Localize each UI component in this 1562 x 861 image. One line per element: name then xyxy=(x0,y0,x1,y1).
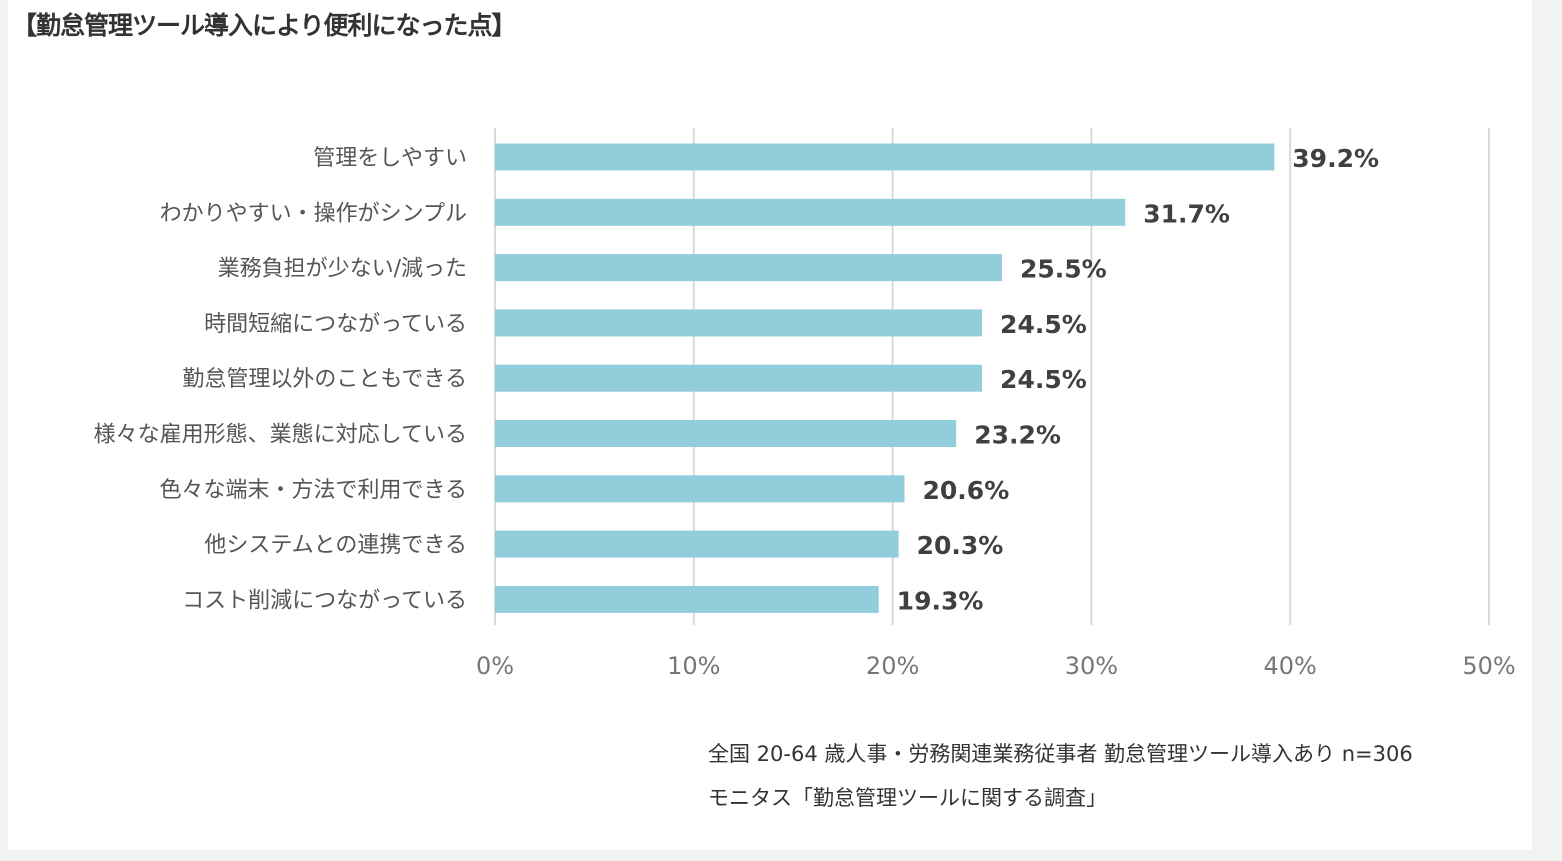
category-label: コスト削減につながっている xyxy=(182,588,467,613)
category-label: 他システムとの連携できる xyxy=(204,533,467,558)
sample-note: 全国 20-64 歳人事・労務関連業務従事者 勤怠管理ツール導入あり n=306 xyxy=(708,742,1413,766)
category-label: 勤怠管理以外のこともできる xyxy=(182,367,467,392)
source-note: モニタス「勤怠管理ツールに関する調査」 xyxy=(708,786,1107,810)
data-label: 25.5% xyxy=(1020,255,1107,284)
data-label: 20.6% xyxy=(923,476,1010,505)
data-label: 23.2% xyxy=(974,421,1061,450)
data-label: 24.5% xyxy=(1000,365,1087,394)
x-tick-label: 50% xyxy=(1462,652,1515,680)
data-label: 24.5% xyxy=(1000,310,1087,339)
data-label: 31.7% xyxy=(1143,199,1230,228)
category-label: 時間短縮につながっている xyxy=(204,312,467,337)
bar xyxy=(495,198,1126,226)
bar xyxy=(495,530,899,558)
bar xyxy=(495,309,983,337)
bar xyxy=(495,364,983,392)
category-label: 業務負担が少ない/減った xyxy=(218,257,467,282)
bar xyxy=(495,585,879,613)
category-label: 管理をしやすい xyxy=(313,146,467,171)
category-label: わかりやすい・操作がシンプル xyxy=(160,201,467,226)
category-label: 様々な雇用形態、業態に対応している xyxy=(94,423,467,448)
bar xyxy=(495,143,1275,171)
data-label: 20.3% xyxy=(917,531,1004,560)
x-tick-label: 0% xyxy=(476,652,514,680)
x-tick-label: 40% xyxy=(1264,652,1317,680)
category-label: 色々な端末・方法で利用できる xyxy=(159,478,467,503)
data-label: 19.3% xyxy=(897,586,984,615)
x-tick-label: 20% xyxy=(866,652,919,680)
x-tick-label: 10% xyxy=(667,652,720,680)
x-tick-label: 30% xyxy=(1065,652,1118,680)
bar xyxy=(495,254,1002,282)
data-label: 39.2% xyxy=(1292,144,1379,173)
bar xyxy=(495,420,957,447)
chart-title: 【勤怠管理ツール導入により便利になった点】 xyxy=(12,11,517,40)
bar xyxy=(495,475,905,503)
